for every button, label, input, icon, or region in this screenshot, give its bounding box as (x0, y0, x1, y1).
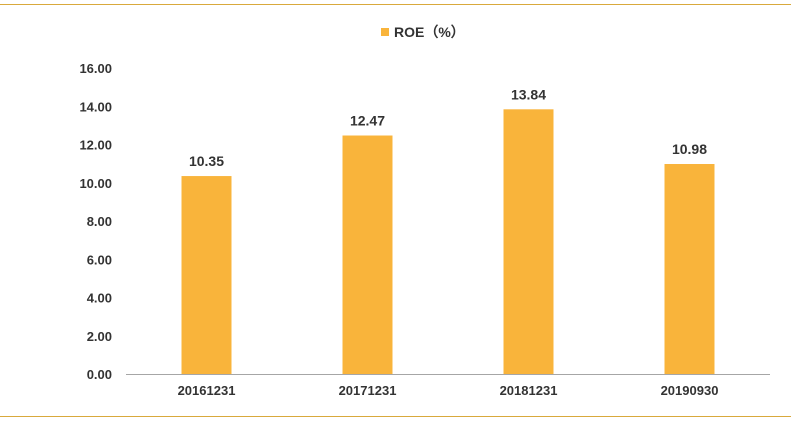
bar (342, 135, 393, 374)
y-tick-label: 6.00 (87, 252, 112, 267)
bar (181, 176, 232, 374)
x-tick-label: 20181231 (500, 383, 558, 398)
bar-value-label: 10.35 (189, 153, 224, 169)
legend-label: ROE（%） (394, 24, 465, 40)
top-rule (0, 4, 791, 5)
bar-value-label: 13.84 (511, 86, 546, 102)
bar (503, 109, 554, 374)
x-axis-ticks: 20161231 20171231 20181231 20190930 (178, 383, 719, 398)
x-tick-label: 20171231 (339, 383, 397, 398)
y-tick-label: 10.00 (79, 176, 112, 191)
y-tick-label: 16.00 (79, 61, 112, 76)
y-tick-label: 2.00 (87, 329, 112, 344)
y-tick-label: 8.00 (87, 214, 112, 229)
legend: ROE（%） (381, 24, 465, 40)
x-tick-label: 20190930 (661, 383, 719, 398)
y-tick-label: 4.00 (87, 291, 112, 306)
data-labels: 10.35 12.47 13.84 10.98 (189, 86, 707, 169)
bottom-rule (0, 416, 791, 417)
y-tick-label: 0.00 (87, 367, 112, 382)
legend-swatch (381, 28, 389, 36)
bar (664, 164, 715, 374)
y-axis-ticks: 0.00 2.00 4.00 6.00 8.00 10.00 12.00 14.00 16.00 (79, 61, 112, 382)
bars (181, 109, 715, 374)
x-tick-label: 20161231 (178, 383, 236, 398)
y-tick-label: 12.00 (79, 138, 112, 153)
bar-value-label: 12.47 (350, 113, 385, 129)
bar-value-label: 10.98 (672, 141, 707, 157)
y-tick-label: 14.00 (79, 99, 112, 114)
